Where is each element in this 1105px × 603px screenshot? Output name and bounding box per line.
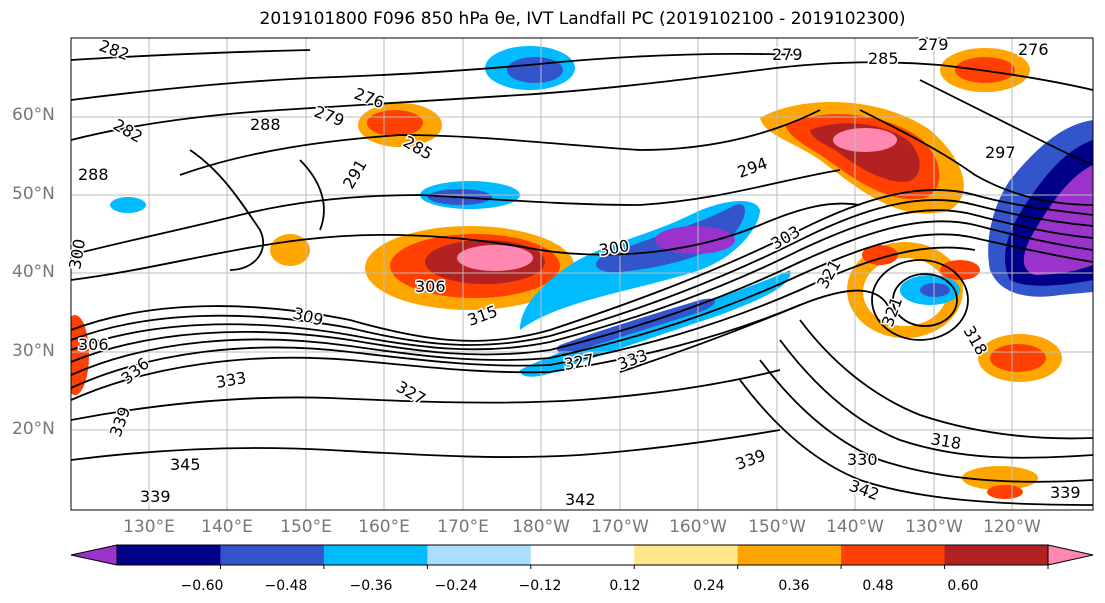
colorbar-tick-label: −0.60	[180, 578, 224, 594]
colorbar-tick-label: 0.36	[778, 578, 810, 594]
contour-label: 288	[78, 165, 109, 184]
lat-label: 50°N	[12, 184, 55, 204]
lon-label: 130°W	[905, 517, 963, 537]
map-frame	[70, 37, 1094, 511]
chart-title: 2019101800 F096 850 hPa θe, IVT Landfall…	[259, 9, 906, 29]
contour-label: 306	[415, 277, 446, 296]
colorbar-segment	[530, 545, 635, 565]
contour-label: 279	[772, 45, 803, 64]
colorbar-segment	[841, 545, 946, 565]
warm-anomaly-region	[367, 110, 423, 136]
colorbar-segment	[427, 545, 532, 565]
lon-label: 160°E	[358, 517, 410, 537]
colorbar-frame	[116, 544, 1049, 566]
colorbar-tick-label: −0.24	[434, 578, 478, 594]
warm-anomaly-region	[962, 466, 1038, 490]
lon-label: 150°E	[280, 517, 332, 537]
lon-label: 170°E	[437, 517, 489, 537]
theta-e-contours	[71, 49, 1093, 506]
graticule	[71, 38, 1093, 510]
contour-label: 288	[250, 115, 281, 134]
warm-anomaly-region	[987, 485, 1023, 499]
colorbar-segment	[117, 545, 221, 565]
lat-label: 20°N	[12, 419, 55, 439]
colorbar-segment	[737, 545, 842, 565]
colorbar	[70, 544, 1094, 569]
lon-label: 140°W	[826, 517, 884, 537]
lon-label: 130°E	[123, 517, 175, 537]
contour-label: 306	[78, 335, 109, 354]
contour-label: 339	[140, 487, 171, 506]
contour-label: 285	[868, 49, 899, 68]
warm-anomaly-region	[940, 260, 980, 280]
colorbar-segment	[323, 545, 428, 565]
colorbar-segment	[944, 545, 1049, 565]
lon-label: 160°W	[669, 517, 727, 537]
contour-label: 279	[918, 35, 949, 54]
cold-anomaly-region	[655, 226, 735, 254]
cold-anomaly-region	[920, 283, 950, 297]
warm-anomaly-region	[457, 245, 533, 271]
warm-anomaly-region	[990, 344, 1046, 372]
lon-label: 140°E	[201, 517, 253, 537]
colorbar-segment	[634, 545, 739, 565]
contour-label: 330	[847, 450, 878, 469]
colorbar-tick-label: −0.12	[518, 578, 562, 594]
contour-label: 339	[1050, 483, 1081, 502]
lat-label: 60°N	[12, 105, 55, 125]
colorbar-extend-low	[70, 544, 118, 566]
contour-label: 276	[1018, 40, 1049, 59]
colorbar-segment	[220, 545, 325, 565]
lon-label: 120°W	[983, 517, 1041, 537]
lon-label: 170°W	[591, 517, 649, 537]
cold-anomaly-region	[507, 57, 563, 83]
colorbar-tick-label: −0.36	[349, 578, 393, 594]
warm-anomaly-region	[833, 128, 897, 152]
colorbar-tick-label: −0.48	[264, 578, 308, 594]
warm-anomaly-region	[862, 245, 898, 265]
cold-anomaly-region	[110, 197, 146, 213]
contour-label: 297	[985, 143, 1016, 162]
colorbar-tick-label: 0.24	[693, 578, 725, 594]
contour-label: 345	[170, 455, 201, 474]
colorbar-tick-label: 0.12	[609, 578, 641, 594]
contour-label: 300	[597, 236, 630, 260]
contour-label: 342	[565, 490, 596, 509]
lon-label: 180°W	[512, 517, 570, 537]
lat-label: 30°N	[12, 341, 55, 361]
lon-label: 150°W	[748, 517, 806, 537]
colorbar-tick-label: 0.60	[947, 578, 979, 594]
lat-label: 40°N	[12, 262, 55, 282]
colorbar-tick-label: 0.48	[862, 578, 894, 594]
colorbar-extend-high	[1047, 544, 1094, 566]
